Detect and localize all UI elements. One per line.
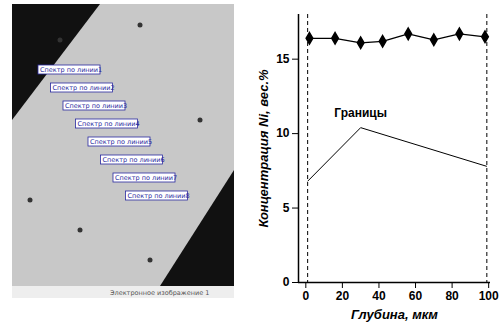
svg-text:Границы: Границы [334, 106, 387, 120]
svg-text:0: 0 [283, 275, 290, 289]
svg-text:Спектр по линии1: Спектр по линии1 [40, 66, 102, 74]
svg-text:20: 20 [336, 289, 350, 303]
svg-text:60: 60 [409, 289, 423, 303]
svg-text:Спектр по линии5: Спектр по линии5 [90, 138, 152, 146]
svg-text:Спектр по линии7: Спектр по линии7 [115, 174, 177, 182]
svg-text:Спектр по линии6: Спектр по линии6 [103, 156, 165, 164]
svg-text:80: 80 [445, 289, 459, 303]
svg-text:Электронное изображение 1: Электронное изображение 1 [110, 289, 209, 297]
svg-text:Спектр по линии4: Спектр по линии4 [78, 120, 140, 128]
svg-text:Спектр по линии8: Спектр по линии8 [128, 192, 190, 200]
svg-text:5: 5 [283, 201, 290, 215]
svg-text:0: 0 [302, 289, 309, 303]
svg-text:10: 10 [276, 126, 290, 140]
svg-text:Концентрация Ni, вес.%: Концентрация Ni, вес.% [256, 69, 271, 228]
svg-text:40: 40 [372, 289, 386, 303]
svg-text:Спектр по линии2: Спектр по линии2 [53, 84, 115, 92]
svg-text:15: 15 [276, 52, 290, 66]
svg-text:Спектр по линии3: Спектр по линии3 [65, 102, 127, 110]
svg-text:100: 100 [479, 289, 499, 303]
svg-text:Глубина, мкм: Глубина, мкм [351, 307, 438, 322]
